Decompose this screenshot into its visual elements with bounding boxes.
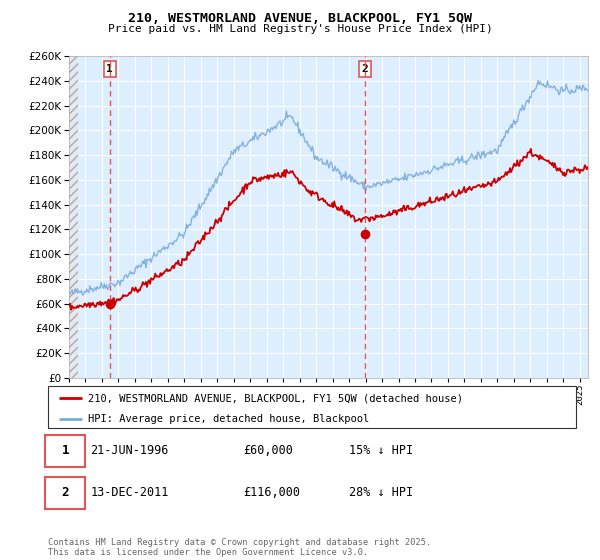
Text: 28% ↓ HPI: 28% ↓ HPI [349, 487, 413, 500]
Bar [69, 56, 78, 378]
Text: 2: 2 [361, 64, 368, 74]
Text: 210, WESTMORLAND AVENUE, BLACKPOOL, FY1 5QW (detached house): 210, WESTMORLAND AVENUE, BLACKPOOL, FY1 … [88, 393, 463, 403]
Text: 210, WESTMORLAND AVENUE, BLACKPOOL, FY1 5QW: 210, WESTMORLAND AVENUE, BLACKPOOL, FY1 … [128, 12, 472, 25]
Text: Contains HM Land Registry data © Crown copyright and database right 2025.
This d: Contains HM Land Registry data © Crown c… [48, 538, 431, 557]
Text: £60,000: £60,000 [244, 444, 293, 457]
Text: HPI: Average price, detached house, Blackpool: HPI: Average price, detached house, Blac… [88, 414, 369, 424]
Text: 1: 1 [106, 64, 113, 74]
Text: £116,000: £116,000 [244, 487, 301, 500]
Text: 13-DEC-2011: 13-DEC-2011 [90, 487, 169, 500]
FancyBboxPatch shape [46, 477, 85, 509]
Text: 1: 1 [61, 444, 69, 457]
Text: 15% ↓ HPI: 15% ↓ HPI [349, 444, 413, 457]
Text: 2: 2 [61, 487, 69, 500]
Text: 21-JUN-1996: 21-JUN-1996 [90, 444, 169, 457]
FancyBboxPatch shape [46, 435, 85, 466]
Text: Price paid vs. HM Land Registry's House Price Index (HPI): Price paid vs. HM Land Registry's House … [107, 24, 493, 34]
